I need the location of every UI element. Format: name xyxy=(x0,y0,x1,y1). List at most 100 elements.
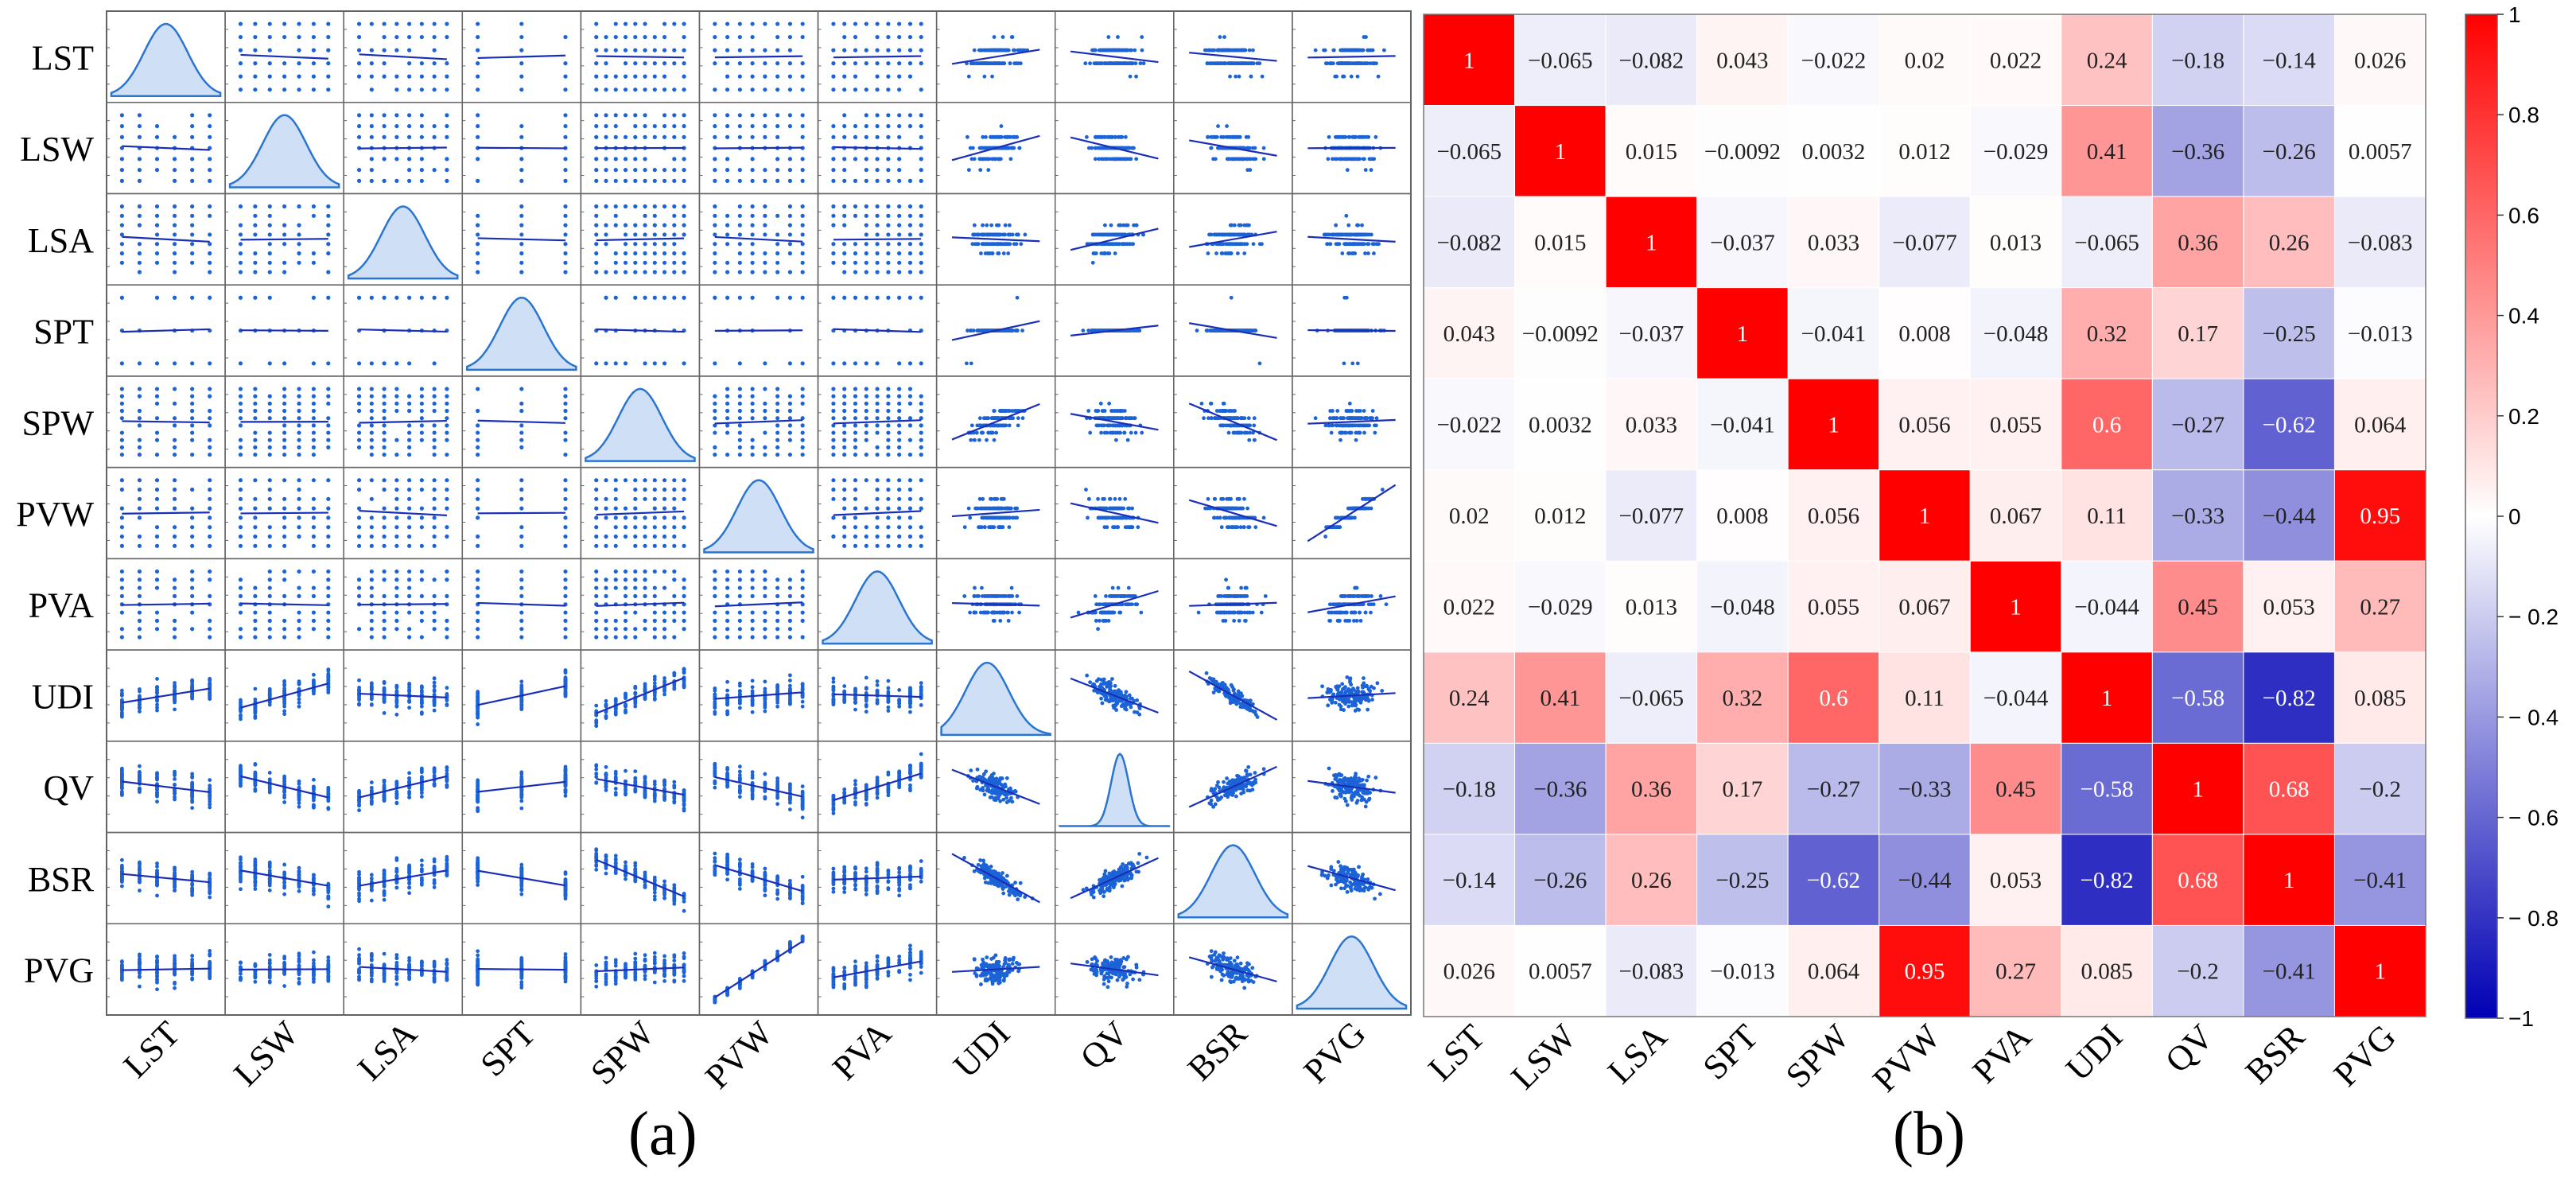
scatter-point xyxy=(445,496,449,501)
scatter-point xyxy=(907,21,913,26)
scatter-point xyxy=(253,295,258,300)
scatter-point xyxy=(208,361,212,366)
scatter-point xyxy=(853,242,858,247)
scatter-point xyxy=(633,157,638,161)
scatter-point xyxy=(907,204,913,209)
scatter-point xyxy=(633,242,638,247)
scatter-point xyxy=(897,408,902,414)
scatter-point xyxy=(919,242,923,247)
scatter-point xyxy=(1205,329,1210,332)
scatter-point xyxy=(1118,430,1123,435)
scatter-point xyxy=(633,223,638,228)
scatter-point xyxy=(787,88,793,92)
scatter-point xyxy=(983,146,987,150)
scatter-point xyxy=(886,88,891,92)
scatter-point xyxy=(1216,124,1220,128)
scatter-point xyxy=(1234,416,1238,421)
scatter-point xyxy=(297,416,301,421)
scatter-point xyxy=(983,251,988,255)
scatter-point xyxy=(613,157,618,161)
scatter-point xyxy=(975,242,980,247)
scatter-point xyxy=(875,445,880,449)
scatter-point xyxy=(476,543,480,548)
scatter-point xyxy=(1132,146,1136,150)
scatter-point xyxy=(282,223,287,228)
scatter-point xyxy=(172,496,177,501)
scatter-point xyxy=(394,113,399,118)
scatter-point xyxy=(1241,232,1245,237)
scatter-point xyxy=(613,515,618,520)
scatter-point xyxy=(897,452,902,457)
scatter-point xyxy=(886,74,891,79)
scatter-point xyxy=(356,408,362,414)
scatter-point xyxy=(1093,48,1098,52)
scatter-point xyxy=(990,48,994,52)
scatter-point xyxy=(190,260,195,265)
scatter-point xyxy=(1232,409,1236,413)
scatter-point xyxy=(1123,157,1128,161)
scatter-point xyxy=(419,438,424,442)
scatter-point xyxy=(613,496,618,501)
scatter-point xyxy=(154,134,160,139)
scatter-point xyxy=(1127,61,1132,66)
scatter-point xyxy=(1003,409,1008,413)
scatter-point xyxy=(432,506,437,511)
scatter-point xyxy=(208,394,212,399)
scatter-point xyxy=(432,543,437,548)
scatter-point xyxy=(864,260,868,265)
scatter-point xyxy=(1207,232,1211,237)
scatter-point xyxy=(445,525,449,530)
scatter-point xyxy=(356,487,362,492)
scatter-point xyxy=(407,48,412,52)
scatter-point xyxy=(253,430,258,435)
scatter-point xyxy=(563,452,568,457)
scatter-point xyxy=(886,34,891,40)
scatter-point xyxy=(919,178,923,183)
scatter-point xyxy=(886,452,891,457)
scatter-point xyxy=(1227,157,1232,161)
scatter-point xyxy=(919,232,923,237)
scatter-point xyxy=(519,242,524,247)
scatter-point xyxy=(853,34,858,40)
scatter-point xyxy=(737,123,742,129)
scatter-point xyxy=(1372,251,1376,255)
scatter-point xyxy=(172,423,177,428)
scatter-point xyxy=(800,387,805,391)
scatter-point xyxy=(750,157,755,161)
scatter-point xyxy=(853,295,858,300)
scatter-point xyxy=(800,113,805,118)
scatter-point xyxy=(394,506,399,511)
scatter-point xyxy=(713,48,717,52)
scatter-point xyxy=(969,423,974,428)
scatter-point xyxy=(356,387,362,391)
scatter-point xyxy=(1219,423,1224,428)
scatter-point xyxy=(652,232,657,237)
scatter-point xyxy=(1006,251,1011,255)
scatter-point xyxy=(1211,157,1216,161)
scatter-point xyxy=(725,452,730,457)
scatter-point xyxy=(1374,416,1379,421)
scatter-point xyxy=(775,178,780,183)
scatter-point xyxy=(1008,157,1013,161)
scatter-point xyxy=(369,394,374,399)
scatter-point xyxy=(238,232,243,237)
scatter-point xyxy=(407,430,412,435)
scatter-point xyxy=(1313,416,1318,421)
scatter-point xyxy=(1247,438,1252,442)
scatter-point xyxy=(594,496,599,501)
scatter-point xyxy=(253,88,258,92)
scatter-point xyxy=(725,74,730,79)
scatter-point xyxy=(419,515,424,520)
scatter-point xyxy=(282,232,287,237)
scatter-point xyxy=(737,416,742,421)
regression-line xyxy=(122,511,210,515)
scatter-point xyxy=(208,408,212,414)
scatter-point xyxy=(1125,223,1130,228)
scatter-point xyxy=(763,408,767,414)
scatter-point xyxy=(382,478,387,483)
scatter-point xyxy=(445,61,449,66)
scatter-point xyxy=(172,525,177,530)
scatter-point xyxy=(613,134,618,139)
scatter-point xyxy=(643,123,647,129)
scatter-point xyxy=(604,232,608,237)
